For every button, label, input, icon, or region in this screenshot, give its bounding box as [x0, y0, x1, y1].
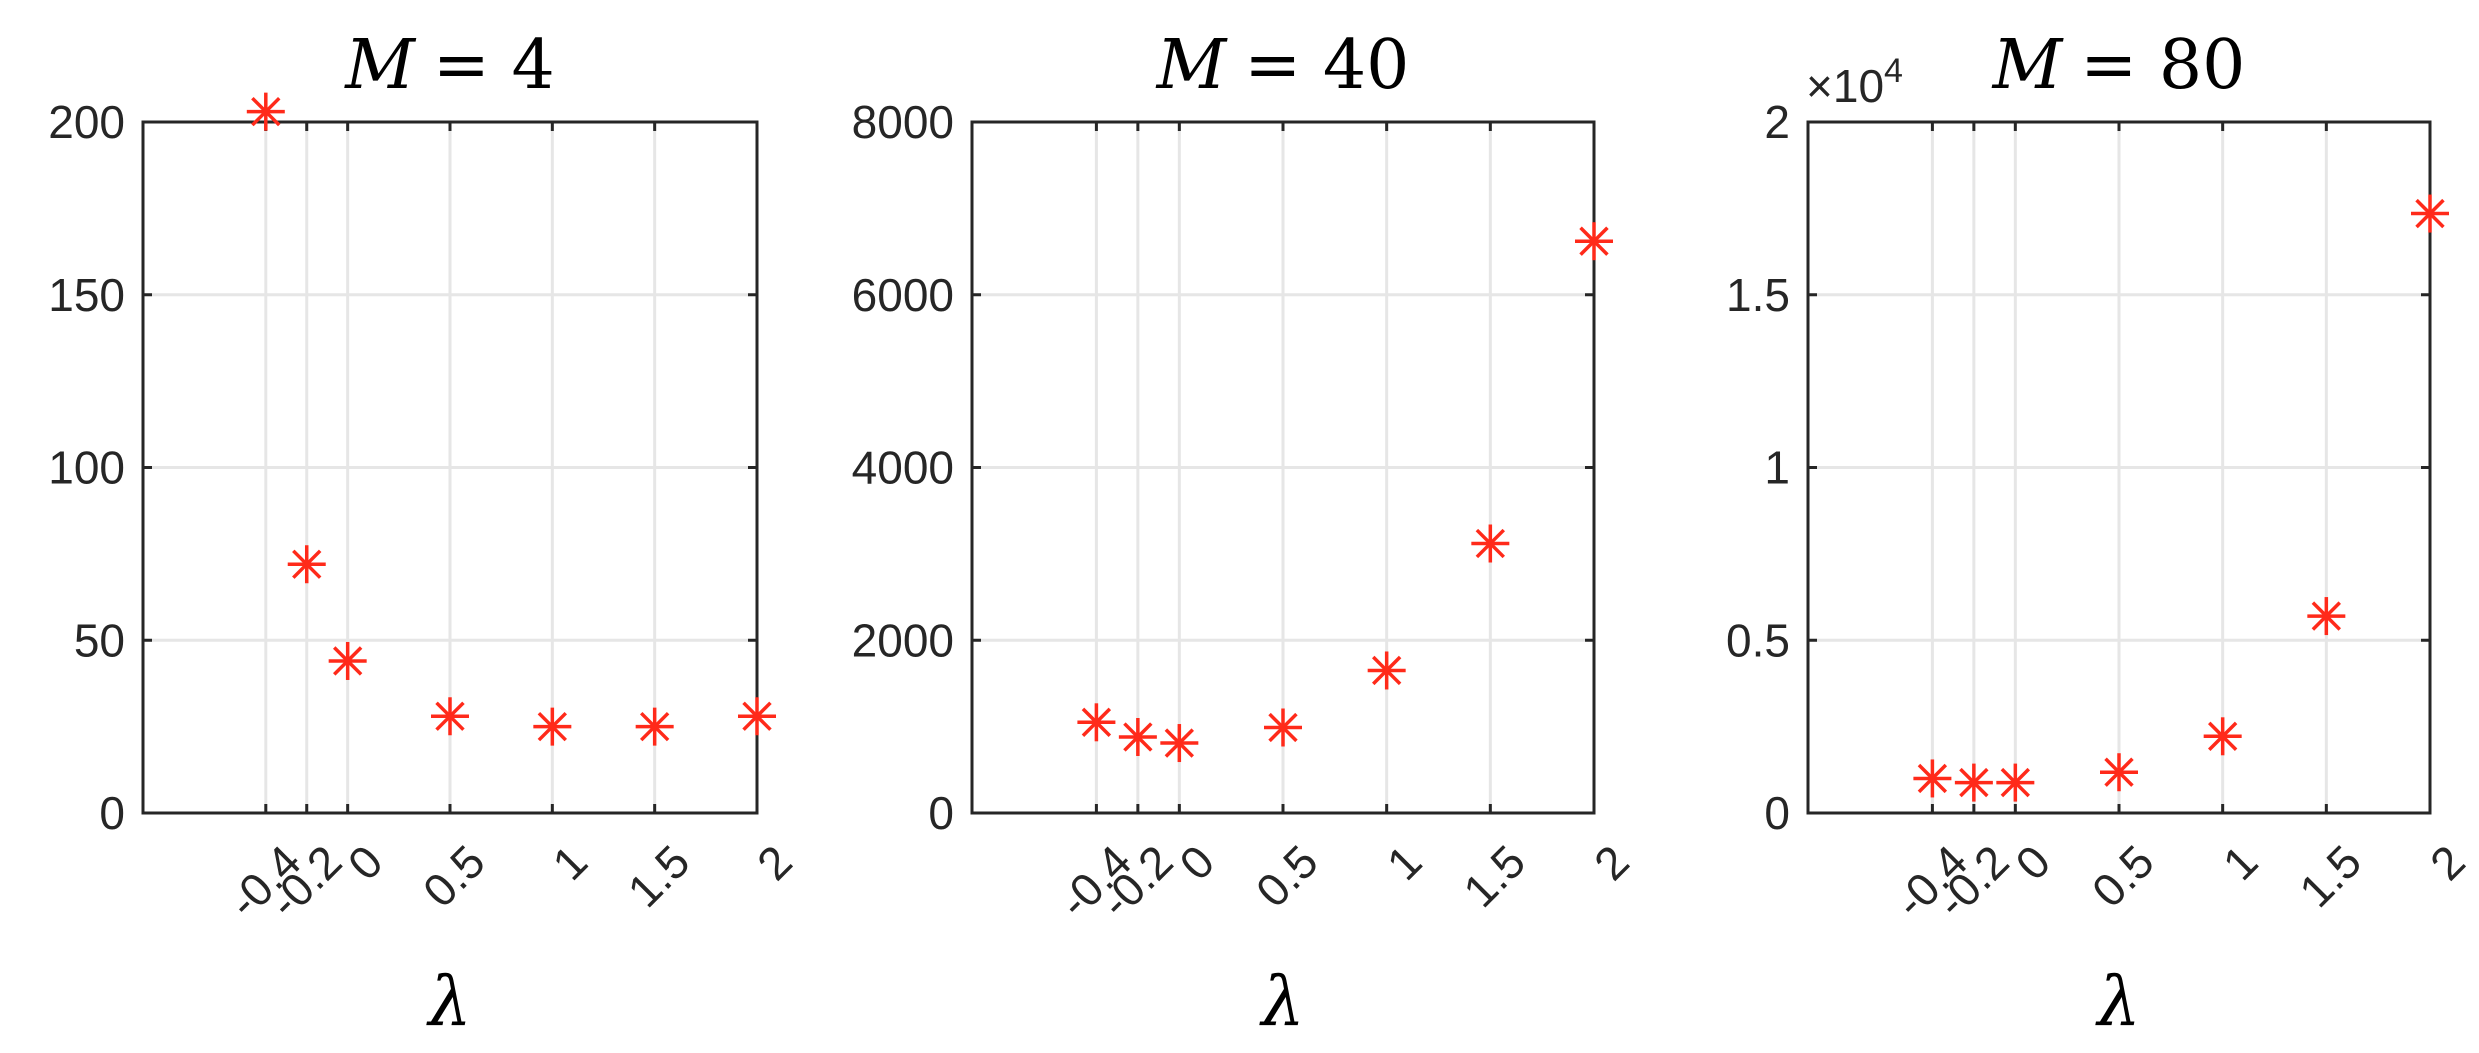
data-point [246, 92, 285, 131]
data-point [2100, 753, 2138, 792]
title-value: = 40 [1244, 26, 1409, 105]
y-tick-label: 2 [1764, 96, 1790, 148]
y-exponent-label: ×104 [1806, 52, 1903, 112]
x-tick-label: 0.5 [1246, 835, 1328, 917]
x-tick-label: 2 [2420, 835, 2475, 890]
y-tick-label: 0 [99, 787, 125, 839]
data-point [1367, 651, 1406, 690]
title-value: = 4 [433, 26, 555, 105]
x-tick-label: 2 [1584, 835, 1639, 890]
y-tick-label: 6000 [852, 269, 954, 321]
x-axis-label: λ [425, 963, 471, 1042]
data-point [1575, 222, 1613, 261]
y-exponent-base: ×10 [1806, 60, 1884, 112]
y-tick-label: 0.5 [1726, 614, 1790, 666]
title-variable: M [1155, 26, 1229, 105]
x-tick-label: 1 [2213, 835, 2268, 890]
data-point [1996, 763, 2035, 802]
data-series [1077, 222, 1613, 763]
x-tick-label: 0.5 [2082, 835, 2164, 917]
chart-title: M = 40 [1155, 26, 1410, 105]
x-tick-label: 2 [747, 835, 802, 890]
data-series [246, 92, 776, 746]
y-tick-label: 8000 [852, 96, 954, 148]
y-tick-label: 0 [928, 787, 954, 839]
x-tick-label: 0 [2005, 835, 2060, 890]
y-tick-label: 4000 [852, 442, 954, 494]
data-point [533, 707, 572, 746]
data-series [1913, 194, 2449, 802]
data-point [1160, 724, 1199, 763]
data-point [2307, 597, 2346, 636]
x-tick-label: 0 [1169, 835, 1224, 890]
x-axis-label: λ [1258, 963, 1304, 1042]
y-tick-label: 50 [74, 614, 125, 666]
data-point [1118, 717, 1157, 756]
data-point [2411, 194, 2449, 233]
data-point [1954, 763, 1993, 802]
y-exponent-power: 4 [1884, 52, 1903, 90]
data-point [2203, 717, 2242, 756]
x-tick-label: 1 [542, 835, 597, 890]
x-axis-label: λ [2094, 963, 2140, 1042]
y-tick-label: 2000 [852, 614, 954, 666]
subplot-m-80: 00.511.52-0.4-0.20 0.5 1 1.5 2×104 M = 80λ [1726, 26, 2475, 1042]
chart-title: M = 80 [1991, 26, 2246, 105]
y-tick-label: 1.5 [1726, 269, 1790, 321]
y-tick-label: 150 [48, 269, 125, 321]
data-point [1077, 703, 1116, 742]
data-point [635, 707, 674, 746]
data-point [328, 641, 367, 680]
grid [1808, 120, 2432, 815]
title-variable: M [343, 26, 417, 105]
x-tick-label: 1.5 [2289, 835, 2371, 917]
x-tick-label: 1.5 [1453, 835, 1535, 917]
x-tick-label: 1 [1377, 835, 1432, 890]
x-tick-label: 0.5 [413, 835, 495, 917]
data-point [1913, 759, 1952, 798]
x-tick-label: 0 [338, 835, 393, 890]
chart-title: M = 4 [343, 26, 555, 105]
y-tick-label: 0 [1764, 787, 1790, 839]
data-point [287, 545, 326, 584]
y-tick-label: 100 [48, 442, 125, 494]
data-point [431, 697, 469, 736]
data-point [1471, 524, 1510, 563]
title-variable: M [1991, 26, 2065, 105]
data-point [738, 697, 776, 736]
x-tick-label: 1.5 [618, 835, 700, 917]
title-value: = 80 [2080, 26, 2245, 105]
y-tick-label: 200 [48, 96, 125, 148]
data-point [1264, 708, 1302, 747]
y-tick-label: 1 [1764, 442, 1790, 494]
